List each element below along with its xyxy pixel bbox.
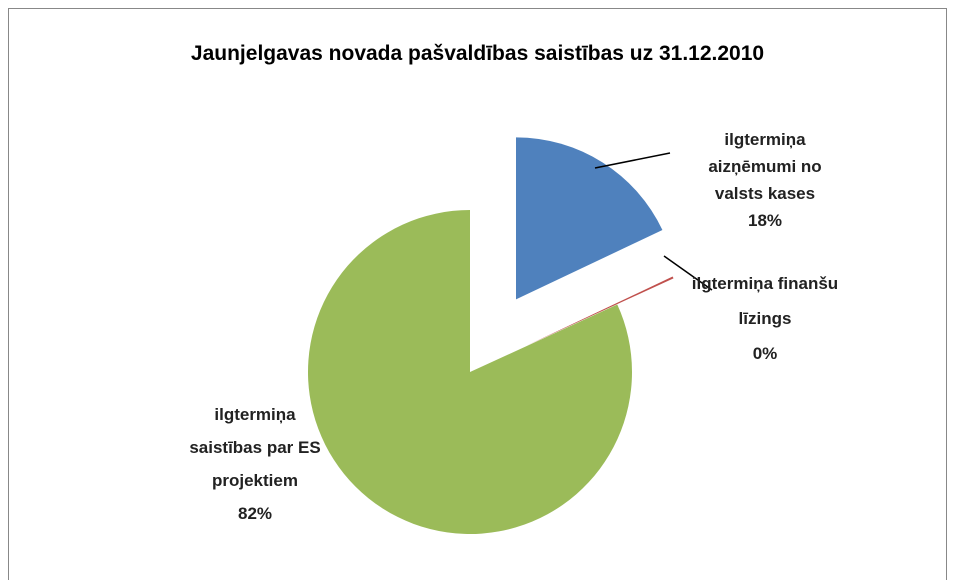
pie-slice <box>308 210 633 535</box>
category-label: ilgtermiņa aizņēmumi no valsts kases <box>708 130 822 203</box>
data-label: ilgtermiņa aizņēmumi no valsts kases 18% <box>695 126 835 234</box>
category-label: ilgtermiņa saistības par ES projektiem <box>189 405 321 490</box>
leader-line <box>663 255 713 291</box>
value-label: 18% <box>747 211 783 230</box>
pie-slice <box>526 276 674 346</box>
value-label: 82% <box>237 504 273 523</box>
category-label: ilgtermiņa finanšu līzings <box>691 274 839 328</box>
data-label: ilgtermiņa finanšu līzings 0% <box>690 266 840 371</box>
leader-line <box>594 152 671 169</box>
chart-title: Jaunjelgavas novada pašvaldības saistība… <box>190 42 765 65</box>
value-label: 0% <box>752 344 778 363</box>
pie-slice <box>515 137 663 300</box>
data-label: ilgtermiņa saistības par ES projektiem 82… <box>180 398 330 530</box>
